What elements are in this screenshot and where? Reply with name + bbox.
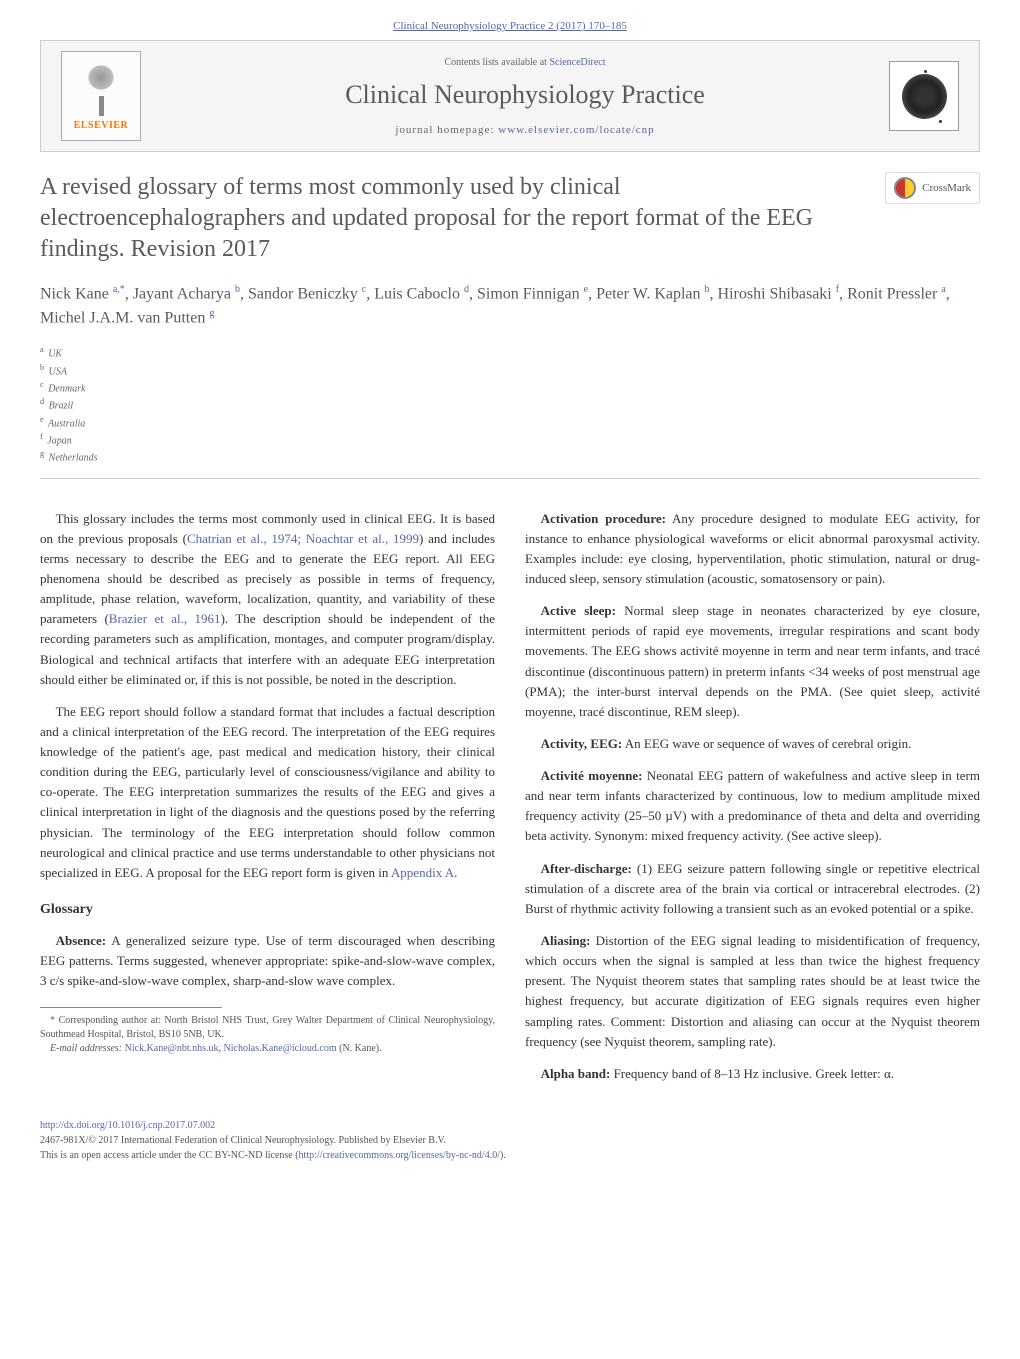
crossmark-badge[interactable]: CrossMark (885, 172, 980, 204)
intro-paragraph-1: This glossary includes the terms most co… (40, 509, 495, 690)
elsevier-logo: ELSEVIER (61, 51, 141, 141)
article-body: This glossary includes the terms most co… (40, 509, 980, 1097)
elsevier-label: ELSEVIER (74, 120, 129, 131)
journal-title: Clinical Neurophysiology Practice (161, 80, 889, 110)
absence-definition: Absence: A generalized seizure type. Use… (40, 931, 495, 991)
journal-banner: ELSEVIER Contents lists available at Sci… (40, 40, 980, 152)
article-title: A revised glossary of terms most commonl… (40, 172, 865, 266)
title-row: A revised glossary of terms most commonl… (40, 172, 980, 266)
after-discharge-definition: After-discharge: (1) EEG seizure pattern… (525, 859, 980, 919)
tree-icon (76, 61, 126, 116)
contents-label: Contents lists available at ScienceDirec… (161, 57, 889, 68)
footnote-separator (40, 1007, 222, 1008)
journal-center: Contents lists available at ScienceDirec… (161, 57, 889, 136)
activation-definition: Activation procedure: Any procedure desi… (525, 509, 980, 590)
footer: http://dx.doi.org/10.1016/j.cnp.2017.07.… (40, 1118, 980, 1163)
crossmark-label: CrossMark (922, 182, 971, 194)
journal-reference: Clinical Neurophysiology Practice 2 (201… (40, 20, 980, 32)
journal-homepage: journal homepage: www.elsevier.com/locat… (161, 124, 889, 136)
glossary-heading: Glossary (40, 899, 495, 921)
activity-definition: Activity, EEG: An EEG wave or sequence o… (525, 734, 980, 754)
crossmark-icon (894, 177, 916, 199)
affiliations: a UKb USAc Denmarkd Brazile Australiaf J… (40, 344, 980, 465)
brain-icon (902, 74, 947, 119)
divider (40, 478, 980, 479)
doi-link[interactable]: http://dx.doi.org/10.1016/j.cnp.2017.07.… (40, 1120, 215, 1131)
email-footnote: E-mail addresses: Nick.Kane@nbt.nhs.uk, … (40, 1042, 495, 1056)
affiliation-item: b USA (40, 362, 980, 379)
column-left: This glossary includes the terms most co… (40, 509, 495, 1097)
column-right: Activation procedure: Any procedure desi… (525, 509, 980, 1097)
affiliation-item: e Australia (40, 414, 980, 431)
authors: Nick Kane a,*, Jayant Acharya b, Sandor … (40, 282, 980, 331)
alpha-band-definition: Alpha band: Frequency band of 8–13 Hz in… (525, 1064, 980, 1084)
aliasing-definition: Aliasing: Distortion of the EEG signal l… (525, 931, 980, 1052)
affiliation-item: c Denmark (40, 379, 980, 396)
affiliation-item: d Brazil (40, 396, 980, 413)
homepage-link[interactable]: www.elsevier.com/locate/cnp (498, 124, 654, 136)
affiliation-item: f Japan (40, 431, 980, 448)
affiliation-item: g Netherlands (40, 448, 980, 465)
license-text: This is an open access article under the… (40, 1148, 980, 1163)
activite-moyenne-definition: Activité moyenne: Neonatal EEG pattern o… (525, 766, 980, 847)
corresponding-footnote: * Corresponding author at: North Bristol… (40, 1014, 495, 1042)
issn-copyright: 2467-981X/© 2017 International Federatio… (40, 1133, 980, 1148)
contents-prefix: Contents lists available at (444, 57, 549, 68)
journal-cover-icon (889, 61, 959, 131)
affiliation-item: a UK (40, 344, 980, 361)
homepage-prefix: journal homepage: (395, 124, 498, 136)
journal-ref-link[interactable]: Clinical Neurophysiology Practice 2 (201… (393, 20, 627, 32)
intro-paragraph-2: The EEG report should follow a standard … (40, 702, 495, 883)
sciencedirect-link[interactable]: ScienceDirect (549, 57, 605, 68)
active-sleep-definition: Active sleep: Normal sleep stage in neon… (525, 601, 980, 722)
